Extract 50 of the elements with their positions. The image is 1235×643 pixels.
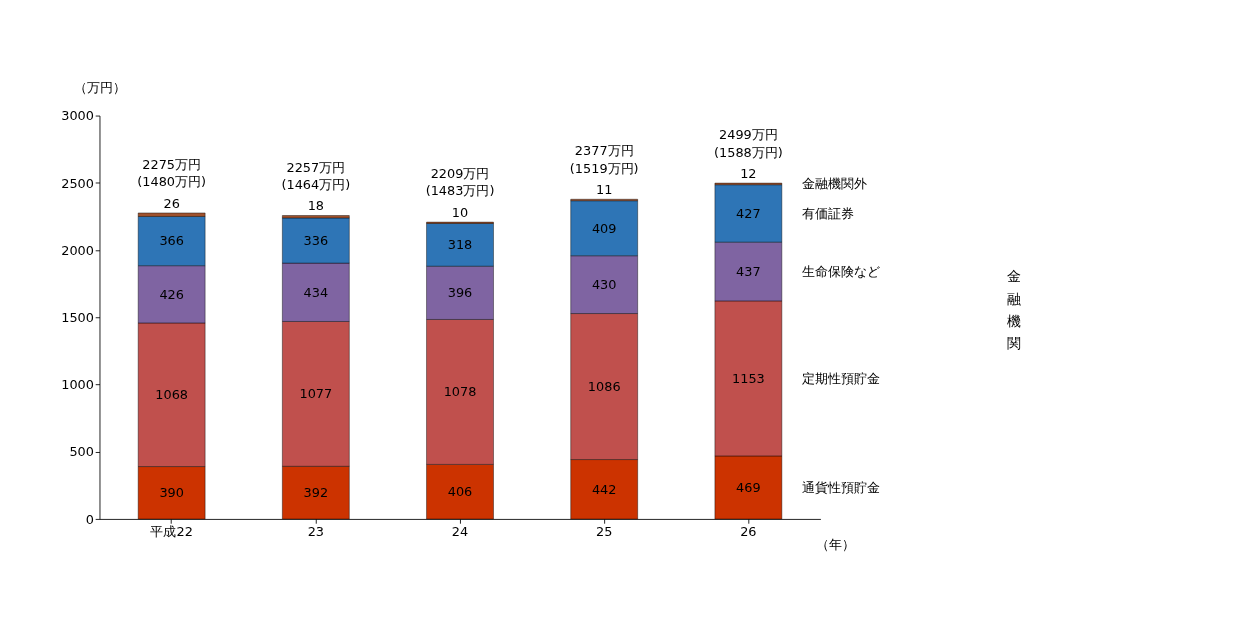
data-label: 392 — [303, 484, 329, 500]
series-label: 金融機関外 — [801, 176, 867, 192]
y-tick-label: 0 — [85, 511, 94, 527]
data-label: 396 — [447, 285, 473, 301]
y-tick-label: 500 — [69, 444, 94, 460]
data-label: 11 — [596, 182, 613, 198]
total-label: 2275万円 (1480万円) — [137, 157, 207, 190]
series-label: 通貨性預貯金 — [801, 479, 880, 495]
series-label: 生命保険など — [801, 263, 880, 279]
data-label: 18 — [307, 198, 325, 214]
y-tick-label: 2000 — [61, 242, 94, 258]
data-label: 442 — [591, 481, 617, 497]
data-label: 406 — [447, 483, 473, 499]
data-label: 366 — [159, 233, 184, 249]
series-label: 有価証券 — [801, 205, 854, 221]
data-label: 1078 — [443, 384, 477, 400]
total-label: 2377万円 (1519万円) — [569, 143, 639, 176]
data-label: 1086 — [587, 378, 621, 394]
total-label: 2499万円 (1588万円) — [714, 127, 783, 160]
data-label: 1153 — [732, 370, 765, 386]
data-label: 1077 — [299, 386, 333, 402]
x-tick-label: 25 — [596, 523, 613, 539]
data-label: 12 — [740, 165, 757, 181]
data-label: 434 — [303, 284, 329, 300]
data-label: 430 — [591, 276, 617, 292]
data-label: 336 — [303, 232, 329, 248]
data-label: 318 — [447, 237, 473, 253]
data-label: 1068 — [155, 387, 189, 403]
data-label: 26 — [163, 195, 180, 211]
total-label: 2257万円 (1464万円) — [281, 159, 351, 192]
text: 金融機関 — [1006, 268, 1021, 352]
y-tick-label: 3000 — [61, 108, 94, 124]
data-label: 426 — [159, 286, 184, 302]
data-label: 437 — [736, 263, 761, 279]
x-axis-title: （年） — [816, 536, 856, 552]
data-label: 409 — [591, 220, 617, 236]
y-tick-label: 1500 — [61, 310, 94, 326]
y-tick-label: 1000 — [61, 377, 94, 393]
data-label: 427 — [736, 205, 761, 221]
data-label: 10 — [451, 204, 469, 220]
data-label: 390 — [159, 485, 184, 501]
x-tick-label: 26 — [740, 523, 757, 539]
y-axis-title: （万円） — [73, 80, 126, 96]
x-tick-label: 23 — [307, 523, 325, 539]
total-label: 2209万円 (1483万円) — [425, 166, 495, 199]
x-tick-label: 平成22 — [150, 523, 193, 539]
data-label: 469 — [736, 479, 761, 495]
series-label: 定期性預貯金 — [801, 370, 880, 386]
y-tick-label: 2500 — [61, 175, 94, 191]
x-tick-label: 24 — [451, 523, 469, 539]
